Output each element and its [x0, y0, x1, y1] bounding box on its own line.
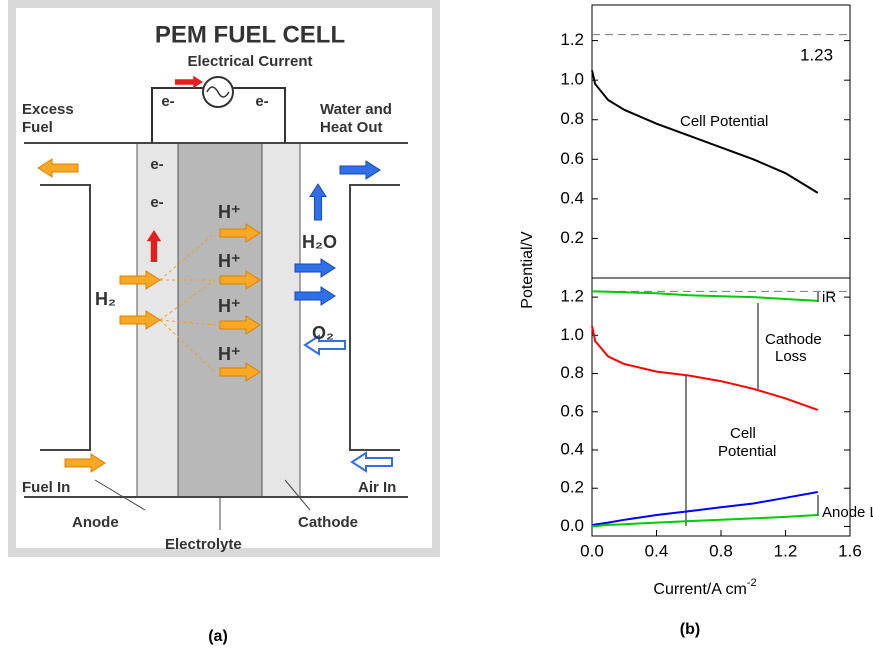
x-tick-label: 0.0 [580, 541, 604, 560]
label: H⁺ [218, 344, 241, 364]
label: e- [150, 194, 163, 211]
y-tick-label: 0.8 [560, 363, 584, 382]
leader [284, 479, 311, 511]
diagram: PEM FUEL CELL Electrical Current e- e- E… [8, 0, 440, 557]
label: H⁺ [218, 251, 241, 271]
series-line [591, 491, 818, 527]
y-tick-label: 0.8 [560, 109, 584, 128]
series-line [591, 70, 819, 194]
label: Fuel [22, 119, 53, 136]
label: H⁺ [218, 296, 241, 316]
path [159, 232, 216, 281]
annotation: Anode Loss [822, 504, 873, 521]
annotation: Cathode [765, 331, 822, 348]
load-symbol [206, 86, 230, 98]
label: H⁺ [218, 202, 241, 222]
y-tick-label: 1.0 [560, 325, 584, 344]
annotation: iR [822, 289, 836, 306]
label: Air In [358, 479, 396, 496]
x-tick-label: 0.4 [645, 541, 669, 560]
series-label: Cell Potential [680, 113, 768, 130]
label: e- [161, 93, 174, 110]
series-line [591, 325, 819, 411]
leader [94, 479, 146, 511]
label: Excess [22, 101, 74, 118]
y-tick-label: 0.4 [560, 439, 584, 458]
x-axis-label-sup: -2 [747, 577, 757, 589]
y-tick-label: 0.0 [560, 516, 584, 535]
series-line [592, 290, 818, 302]
x-tick-label: 1.2 [774, 541, 798, 560]
y-tick-label: 0.6 [560, 149, 584, 168]
y-tick-label: 0.2 [560, 478, 584, 497]
y-tick-label: 1.2 [560, 287, 584, 306]
label: Fuel In [22, 479, 70, 496]
annotation: Potential [718, 443, 776, 460]
label: Electrical Current [187, 53, 312, 70]
annotation: Cell [730, 425, 756, 442]
label: H₂O [302, 232, 337, 252]
proton-paths [159, 232, 216, 373]
y-axis-label: Potential/V [519, 231, 536, 309]
x-axis-label-text: Current/A cm [653, 581, 746, 598]
label: Cathode [298, 514, 358, 531]
label: Heat Out [320, 119, 383, 136]
annotation: Loss [775, 348, 807, 365]
cathode-layer [261, 142, 301, 498]
caption: (b) [680, 621, 700, 638]
fuel-channel [40, 184, 91, 451]
label: e- [255, 93, 268, 110]
title: PEM FUEL CELL [155, 21, 345, 48]
x-tick-label: 0.8 [709, 541, 733, 560]
label: Electrolyte [165, 536, 242, 553]
y-tick-label: 1.2 [560, 30, 584, 49]
label: Water and [320, 101, 392, 118]
label: O₂ [312, 323, 334, 343]
annotation-lines [685, 292, 819, 526]
air-channel [349, 184, 400, 451]
y-tick-label: 1.0 [560, 70, 584, 89]
label: Anode [72, 514, 119, 531]
series-line [591, 514, 818, 528]
y-tick-label: 0.2 [560, 228, 584, 247]
y-tick-label: 0.6 [560, 401, 584, 420]
chart: iR Cathode Loss Cell Potential Anode Los… [519, 4, 873, 598]
label: e- [150, 156, 163, 173]
x-axis-label: Current/A cm-2 [653, 577, 756, 598]
path [159, 319, 216, 373]
path [159, 279, 216, 321]
y-tick-label: 0.4 [560, 188, 584, 207]
x-tick-label: 1.6 [838, 541, 862, 560]
hline-label: 1.23 [800, 45, 833, 64]
label: H₂ [95, 289, 116, 309]
caption: (a) [208, 628, 228, 645]
